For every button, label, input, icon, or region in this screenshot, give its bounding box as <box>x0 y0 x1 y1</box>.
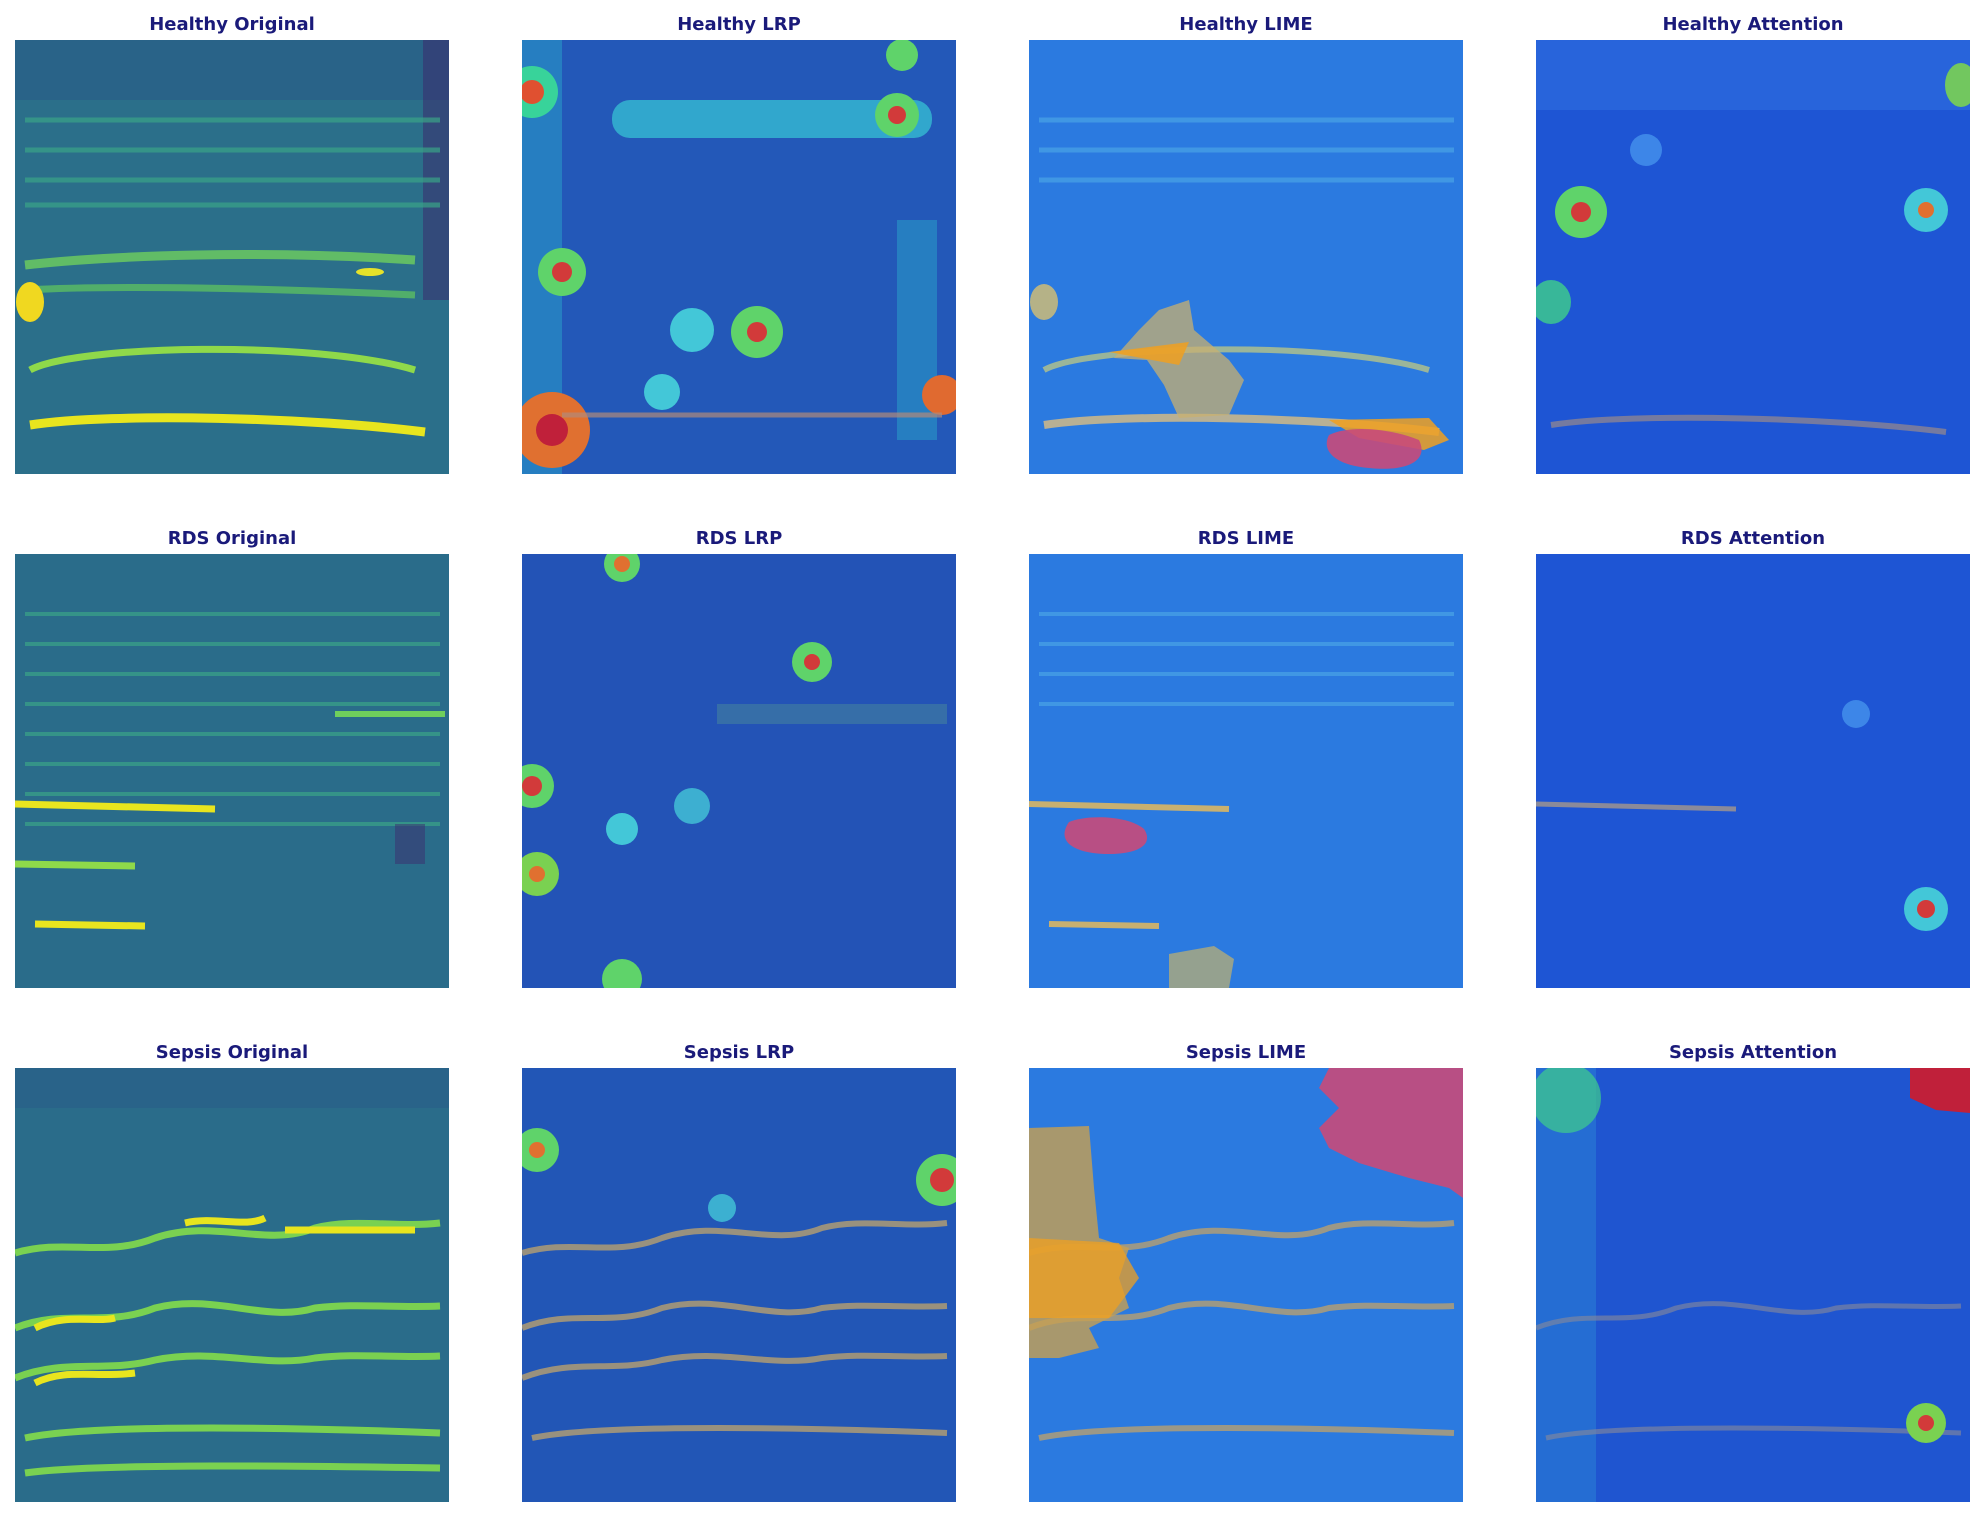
attention-heatmap <box>1536 554 1970 988</box>
lime-overlay <box>1029 40 1463 474</box>
panel-title: Healthy Attention <box>1662 14 1844 35</box>
lrp-heatmap <box>522 554 956 988</box>
attention-heatmap <box>1536 40 1970 474</box>
panel-title: RDS Attention <box>1680 528 1826 549</box>
panel-title: Sepsis LIME <box>1185 1042 1307 1063</box>
spectrogram-image <box>15 40 449 474</box>
panel-title: RDS LIME <box>1197 528 1295 549</box>
lime-overlay <box>1029 1068 1463 1502</box>
attention-heatmap <box>1536 1068 1970 1502</box>
panel-title: RDS Original <box>167 528 297 549</box>
lrp-heatmap <box>522 1068 956 1502</box>
panel-title: Sepsis Original <box>155 1042 309 1063</box>
lrp-heatmap <box>522 40 956 474</box>
spectrogram-image <box>15 1068 449 1502</box>
panel-title: Healthy Original <box>149 14 315 35</box>
lime-overlay <box>1029 554 1463 988</box>
spectrogram-image <box>15 554 449 988</box>
panel-title: Sepsis Attention <box>1668 1042 1838 1063</box>
panel-title: RDS LRP <box>695 528 783 549</box>
panel-title: Healthy LIME <box>1179 14 1313 35</box>
panel-title: Sepsis LRP <box>683 1042 795 1063</box>
panel-title: Healthy LRP <box>677 14 801 35</box>
